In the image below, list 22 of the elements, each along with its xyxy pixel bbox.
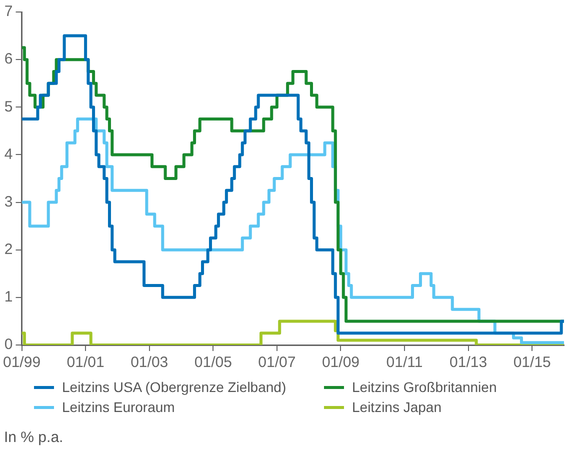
- legend-label: Leitzins Japan: [352, 399, 442, 415]
- x-tick-label: 01/05: [194, 354, 232, 372]
- x-tick-label: 01/09: [322, 354, 360, 372]
- x-tick-label: 01/07: [258, 354, 296, 372]
- x-tick-label: 01/13: [450, 354, 488, 372]
- y-tick-label: 6: [4, 50, 13, 68]
- x-tick-label: 01/03: [130, 354, 168, 372]
- y-tick-label: 1: [4, 288, 13, 306]
- y-tick-label: 2: [4, 241, 13, 258]
- legend-label: Leitzins Euroraum: [62, 399, 175, 415]
- y-tick-label: 7: [4, 3, 13, 20]
- y-tick-label: 3: [4, 193, 13, 210]
- x-tick-label: 01/01: [66, 354, 104, 372]
- x-tick-label: 01/11: [386, 354, 423, 372]
- x-tick-label: 01/15: [513, 354, 551, 372]
- y-tick-label: 5: [4, 98, 13, 116]
- y-tick-label: 4: [4, 146, 13, 163]
- y-tick-label: 0: [4, 336, 13, 354]
- x-tick-label: 01/99: [2, 354, 41, 372]
- legend-label: Leitzins Großbritannien: [352, 379, 497, 395]
- legend-label: Leitzins USA (Obergrenze Zielband): [62, 379, 286, 395]
- text: In % p.a.: [3, 428, 64, 446]
